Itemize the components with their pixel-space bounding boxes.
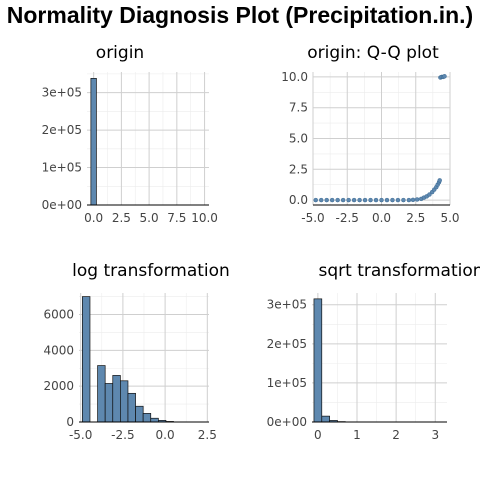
main-title: Normality Diagnosis Plot (Precipitation.…	[6, 2, 474, 28]
panel-log: log transformation -5.0 -2.5 0.0 2.5 0 2000 400…	[43, 261, 229, 442]
x-tick-label: 3	[431, 428, 439, 442]
x-tick-label: -5.0	[301, 211, 324, 225]
histogram-bar	[112, 375, 121, 423]
qq-point	[340, 197, 346, 203]
qq-point	[410, 197, 416, 203]
qq-point	[324, 197, 329, 203]
x-tick-label: 5.0	[140, 211, 159, 225]
y-tick-label: 6000	[43, 308, 74, 322]
qq-point	[335, 197, 340, 203]
panel-title: origin	[96, 43, 144, 63]
y-tick-label: 2e+05	[42, 123, 82, 137]
y-tick-label: 0	[66, 415, 74, 429]
x-tick-label: 0	[314, 428, 322, 442]
panel-sqrt: sqrt transformation 0 1 2 3 0e+00 1e+05 2e+05 3e…	[267, 261, 480, 442]
y-tick-label: 2e+05	[267, 337, 307, 351]
y-tick-label: 4000	[43, 343, 74, 357]
x-tick-label: 0.0	[156, 428, 175, 442]
qq-point	[373, 197, 379, 203]
histogram-bar	[150, 417, 159, 423]
y-tick-label: 2.5	[289, 162, 308, 176]
histogram-bar	[82, 296, 91, 423]
histogram-bar	[104, 383, 114, 423]
y-tick-label: 0e+00	[42, 198, 82, 212]
x-tick-label: 2.5	[406, 211, 425, 225]
y-tick-label: 10.0	[281, 70, 308, 84]
qq-point	[427, 192, 432, 197]
x-tick-label: 2.5	[112, 211, 131, 225]
histogram-bar	[120, 380, 129, 423]
y-tick-label: 3e+05	[42, 86, 82, 100]
qq-point	[379, 197, 384, 203]
qq-point	[319, 197, 324, 203]
panel-title: log transformation	[72, 261, 230, 281]
qq-point	[346, 197, 351, 203]
y-tick-label: 1e+05	[267, 376, 307, 390]
qq-point	[414, 197, 420, 202]
histogram-bar	[321, 415, 330, 423]
histogram-bar	[135, 405, 144, 423]
histogram-bar	[127, 392, 136, 423]
histogram-bar	[90, 78, 97, 206]
x-tick-label: 2.5	[198, 428, 217, 442]
y-tick-label: 7.5	[289, 101, 308, 115]
y-tick-label: 0e+00	[267, 415, 307, 429]
panel-origin: origin 0.0 2.5 5.0 7.5 10.0 0e+00 1e+05 2e+05 3e+…	[42, 43, 218, 225]
y-tick-label: 2000	[43, 379, 74, 393]
x-tick-label: -5.0	[69, 428, 92, 442]
qq-point	[368, 197, 373, 203]
x-tick-label: -2.5	[111, 428, 134, 442]
x-tick-label: 5.0	[440, 211, 459, 225]
x-tick-label: 7.5	[167, 211, 186, 225]
y-tick-label: 1e+05	[42, 161, 82, 175]
qq-point	[390, 197, 395, 203]
qq-point	[401, 197, 406, 203]
qq-point	[437, 178, 442, 183]
y-tick-label: 0.0	[289, 193, 308, 207]
qq-point	[357, 197, 362, 203]
panel-title: origin: Q-Q plot	[307, 43, 439, 63]
qq-point	[362, 197, 368, 203]
y-tick-label: 5.0	[289, 132, 308, 146]
panel-qq: origin: Q-Q plot -5.0 -2.5 0.0 2.5 5.0 0.0 2.5 5…	[281, 43, 459, 225]
x-tick-label: 1	[353, 428, 361, 442]
qq-point	[442, 74, 447, 79]
x-tick-label: 2	[392, 428, 400, 442]
qq-point	[395, 197, 401, 203]
y-tick-label: 3e+05	[267, 298, 307, 312]
histogram-bar	[142, 413, 152, 423]
panel-title: sqrt transformation	[318, 261, 480, 281]
x-tick-label: 10.0	[191, 211, 218, 225]
x-tick-label: 0.0	[84, 211, 103, 225]
qq-point	[329, 197, 335, 203]
qq-point	[351, 197, 357, 203]
qq-point	[313, 197, 318, 203]
x-tick-label: -2.5	[336, 211, 359, 225]
qq-point	[384, 197, 390, 203]
histogram-bar	[97, 365, 106, 423]
qq-point	[406, 197, 412, 203]
histogram-bar	[313, 298, 323, 423]
x-tick-label: 0.0	[372, 211, 391, 225]
